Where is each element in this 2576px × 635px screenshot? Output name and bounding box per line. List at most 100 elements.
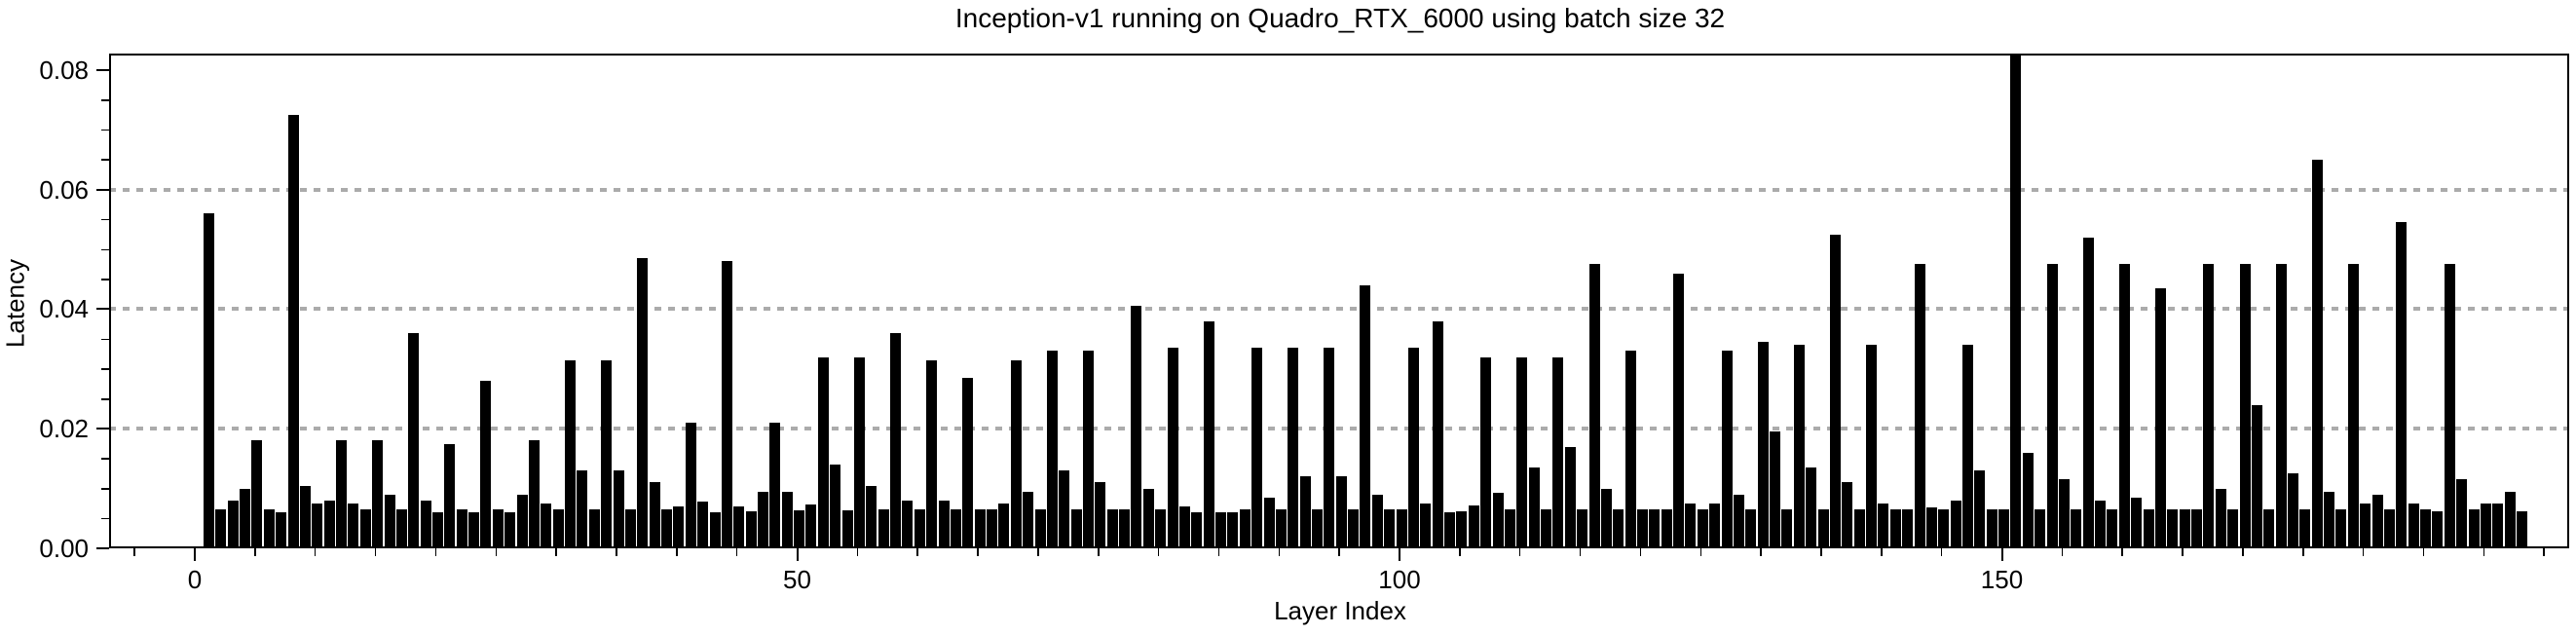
bar-layer-126 [1709,503,1721,548]
bar-layer-132 [1781,509,1793,548]
bar-layer-182 [2383,509,2395,548]
x-tick-label: 150 [1980,565,2024,594]
x-major-tick [796,548,799,561]
bar-layer-120 [1637,509,1648,548]
y-tick-label: 0.06 [39,174,89,205]
bar-layer-76 [1106,509,1118,548]
y-minor-tick [101,279,109,280]
bar-layer-93 [1312,509,1323,548]
bar-layer-123 [1673,273,1685,548]
x-minor-tick [616,548,617,556]
bar-layer-179 [2347,264,2359,548]
bar-layer-159 [2107,509,2118,548]
bar-layer-16 [384,494,395,548]
x-minor-tick [2182,548,2184,556]
bar-layer-154 [2046,264,2058,548]
x-minor-tick [676,548,678,556]
x-minor-tick [314,548,317,556]
x-minor-tick [495,548,497,556]
bar-layer-11 [323,500,335,548]
bar-layer-6 [263,509,275,548]
y-tick-label: 0.08 [39,55,89,85]
bar-layer-58 [890,332,902,548]
bar-layer-3 [227,500,239,548]
bar-layer-174 [2287,473,2298,548]
x-minor-tick [1518,548,1521,556]
bar-layer-181 [2371,494,2383,548]
y-minor-tick [101,99,109,101]
gridline-y-0.04 [109,307,2569,312]
bar-layer-117 [1600,488,1612,548]
bar-layer-87 [1239,509,1251,548]
bar-layer-168 [2215,488,2226,548]
bar-layer-37 [637,258,649,548]
bar-layer-77 [1119,509,1131,548]
bar-layer-47 [757,492,768,548]
bar-layer-171 [2251,404,2262,548]
bar-layer-148 [1974,470,1986,548]
bar-layer-64 [962,378,974,548]
bar-layer-80 [1155,509,1167,548]
bar-layer-65 [974,509,986,548]
bar-layer-137 [1842,482,1853,548]
bar-layer-104 [1444,511,1456,548]
bar-layer-4 [240,488,251,548]
bar-layer-28 [528,440,540,548]
bar-layer-133 [1793,345,1805,548]
x-minor-tick [2362,548,2365,556]
bar-layer-138 [1853,509,1865,548]
bar-layer-160 [2118,264,2130,548]
bar-layer-42 [697,502,709,548]
bar-layer-106 [1468,504,1479,548]
x-minor-tick [2302,548,2304,556]
bar-layer-50 [794,510,805,548]
bar-layer-21 [444,443,456,548]
bar-layer-61 [926,359,938,548]
y-minor-tick [101,458,109,460]
bar-layer-85 [1215,512,1227,548]
bar-layer-60 [914,509,925,548]
x-major-tick [1399,548,1400,561]
bar-layer-187 [2444,264,2455,548]
bar-layer-25 [492,509,504,548]
bar-layer-7 [276,512,287,548]
bar-layer-162 [2143,509,2154,548]
x-minor-tick [1157,548,1160,556]
bar-layer-136 [1829,234,1841,548]
bar-layer-169 [2227,509,2239,548]
bar-layer-149 [1986,509,1997,548]
bar-layer-118 [1613,509,1624,548]
bar-layer-63 [950,509,961,548]
bar-layer-43 [709,512,721,548]
bar-layer-113 [1552,356,1564,548]
bar-layer-88 [1251,348,1263,548]
bar-layer-18 [408,332,420,548]
bar-layer-156 [2071,509,2082,548]
bar-layer-151 [2010,54,2022,548]
bar-layer-167 [2203,264,2215,548]
bar-layer-152 [2022,452,2034,548]
bar-layer-32 [577,470,588,548]
bar-layer-51 [805,504,817,548]
bar-layer-112 [1541,509,1552,548]
bar-layer-186 [2432,510,2444,548]
bar-layer-78 [1131,306,1142,548]
x-minor-tick [1639,548,1642,556]
bar-layer-142 [1902,509,1914,548]
bar-layer-17 [395,509,407,548]
bar-layer-131 [1770,431,1781,548]
bar-layer-157 [2082,237,2094,548]
x-minor-tick [1820,548,1822,556]
x-minor-tick [254,548,256,556]
bar-layer-193 [2517,510,2527,548]
bar-layer-170 [2239,264,2251,548]
bar-layer-96 [1348,509,1360,548]
y-major-tick [96,308,109,311]
y-minor-tick [101,338,109,341]
bar-layer-177 [2324,491,2335,548]
bar-layer-188 [2456,479,2468,548]
bar-layer-141 [1889,509,1901,548]
y-major-tick [96,547,109,549]
bar-layer-163 [2154,287,2166,548]
bar-layer-62 [938,500,950,548]
